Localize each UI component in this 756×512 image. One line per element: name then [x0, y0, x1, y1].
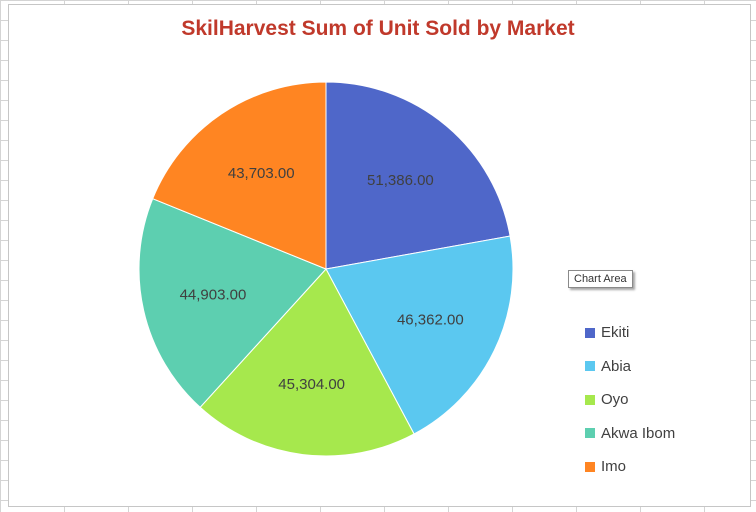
legend-item-ekiti[interactable]: Ekiti [585, 316, 675, 350]
legend-label: Imo [601, 458, 627, 476]
legend-swatch [585, 327, 595, 338]
legend-label: Ekiti [601, 324, 630, 342]
legend-swatch [585, 428, 595, 439]
legend-label: Akwa Ibom [601, 424, 676, 442]
data-label-oyo: 45,304.00 [278, 376, 345, 393]
legend-item-oyo[interactable]: Oyo [585, 383, 675, 417]
legend-item-imo[interactable]: Imo [585, 450, 675, 484]
chart-area-tooltip: Chart Area [568, 270, 633, 288]
legend-swatch [585, 361, 595, 372]
pie-slice-abia[interactable] [325, 235, 514, 435]
legend-item-abia[interactable]: Abia [585, 350, 675, 384]
pie-slice-imo[interactable] [152, 81, 327, 270]
legend-swatch [585, 461, 595, 472]
legend-label: Oyo [601, 391, 629, 409]
data-label-imo: 43,703.00 [228, 165, 295, 182]
legend-label: Abia [601, 357, 632, 375]
pie-slice-ekiti[interactable] [325, 81, 511, 270]
pie-slice-akwa-ibom[interactable] [138, 198, 327, 409]
chart-legend[interactable]: Ekiti Abia Oyo Akwa Ibom Imo [585, 316, 675, 484]
pie-slice-oyo[interactable] [199, 268, 415, 457]
data-label-abia: 46,362.00 [397, 312, 464, 329]
legend-swatch [585, 394, 595, 405]
data-label-akwa-ibom: 44,903.00 [180, 287, 247, 304]
data-label-ekiti: 51,386.00 [367, 172, 434, 189]
legend-item-akwa-ibom[interactable]: Akwa Ibom [585, 417, 675, 451]
chart-title: SkilHarvest Sum of Unit Sold by Market [181, 17, 575, 40]
